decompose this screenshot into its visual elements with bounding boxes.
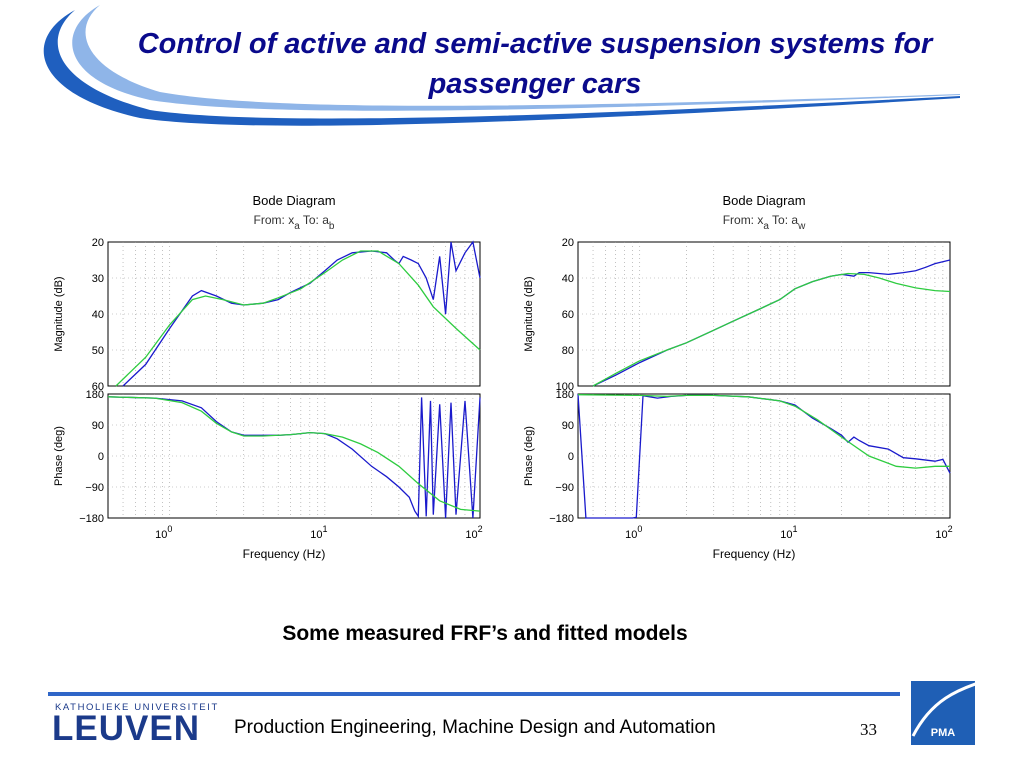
page-number: 33 [860, 720, 877, 739]
magnitude-y-tick-label: 20 [562, 237, 574, 249]
x-axis-label: Frequency (Hz) [243, 547, 326, 561]
bode-chart-right-svg: Bode Diagram From: xa To: aw 20 40 60 80 100 Ma… [523, 193, 953, 561]
magnitude-panel: 20 30 40 50 60 Magnitude (dB) [53, 237, 481, 393]
magnitude-panel: 20 40 60 80 100 Magnitude (dB) [523, 237, 951, 393]
phase-panel: 180 90 0 −90 −180 Phase (deg) [523, 389, 951, 525]
bode-chart-left: Bode Diagram From: xa To: ab 20 30 40 50 60 Mag… [40, 182, 500, 577]
x-tick-label: 102 [465, 524, 482, 541]
phase-y-tick-label: −180 [549, 513, 574, 525]
phase-series-fitted [577, 394, 950, 469]
figure-caption: Some measured FRF’s and fitted models [282, 622, 688, 645]
phase-y-tick-label: −180 [79, 513, 104, 525]
magnitude-y-tick-label: 40 [92, 309, 104, 321]
magnitude-y-tick-label: 30 [92, 273, 104, 285]
phase-y-tick-label: −90 [555, 482, 574, 494]
phase-y-tick-label: 0 [98, 451, 104, 463]
phase-y-axis-label: Phase (deg) [523, 426, 535, 486]
university-logo-subtitle: KATHOLIEKE UNIVERSITEIT [55, 702, 219, 713]
phase-y-tick-label: 0 [568, 451, 574, 463]
phase-series-fitted [107, 396, 481, 512]
pma-logo-label: PMA [930, 727, 956, 739]
bode-chart-right: Bode Diagram From: xa To: aw 20 40 60 80 100 Ma… [510, 182, 970, 577]
magnitude-y-tick-label: 60 [92, 381, 104, 393]
phase-y-tick-label: 90 [562, 420, 574, 432]
magnitude-y-tick-label: 100 [556, 381, 574, 393]
slide-title: Control of active and semi-active suspen… [137, 28, 933, 100]
bode-chart-left-svg: Bode Diagram From: xa To: ab 20 30 40 50 60 Mag… [53, 193, 483, 561]
chart-title: Bode Diagram [722, 193, 805, 208]
x-tick-label: 101 [780, 524, 797, 541]
phase-y-tick-label: 90 [92, 420, 104, 432]
header-swoosh [43, 5, 961, 126]
chart-title: Bode Diagram [252, 193, 335, 208]
phase-panel: 180 90 0 −90 −180 Phase (deg) [53, 389, 481, 525]
phase-y-tick-label: 180 [556, 389, 574, 401]
footer-divider [48, 692, 900, 696]
chart-subtitle: From: xa To: ab [254, 213, 335, 232]
x-tick-label: 102 [935, 524, 952, 541]
footer-department: Production Engineering, Machine Design a… [234, 717, 716, 738]
magnitude-series-fitted [115, 250, 481, 387]
magnitude-y-tick-label: 20 [92, 237, 104, 249]
x-tick-label: 101 [310, 524, 327, 541]
phase-y-axis-label: Phase (deg) [53, 426, 65, 486]
magnitude-y-tick-label: 50 [92, 345, 104, 357]
magnitude-y-tick-label: 40 [562, 273, 574, 285]
magnitude-y-axis-label: Magnitude (dB) [523, 276, 535, 351]
x-tick-label: 100 [155, 524, 172, 541]
x-tick-label: 100 [625, 524, 642, 541]
magnitude-y-tick-label: 80 [562, 345, 574, 357]
phase-y-tick-label: −90 [85, 482, 104, 494]
university-logo: LEUVEN [52, 709, 200, 748]
x-axis-label: Frequency (Hz) [713, 547, 796, 561]
magnitude-y-axis-label: Magnitude (dB) [53, 276, 65, 351]
chart-subtitle: From: xa To: aw [723, 213, 806, 232]
magnitude-series-fitted [592, 272, 951, 387]
phase-y-tick-label: 180 [86, 389, 104, 401]
magnitude-y-tick-label: 60 [562, 309, 574, 321]
